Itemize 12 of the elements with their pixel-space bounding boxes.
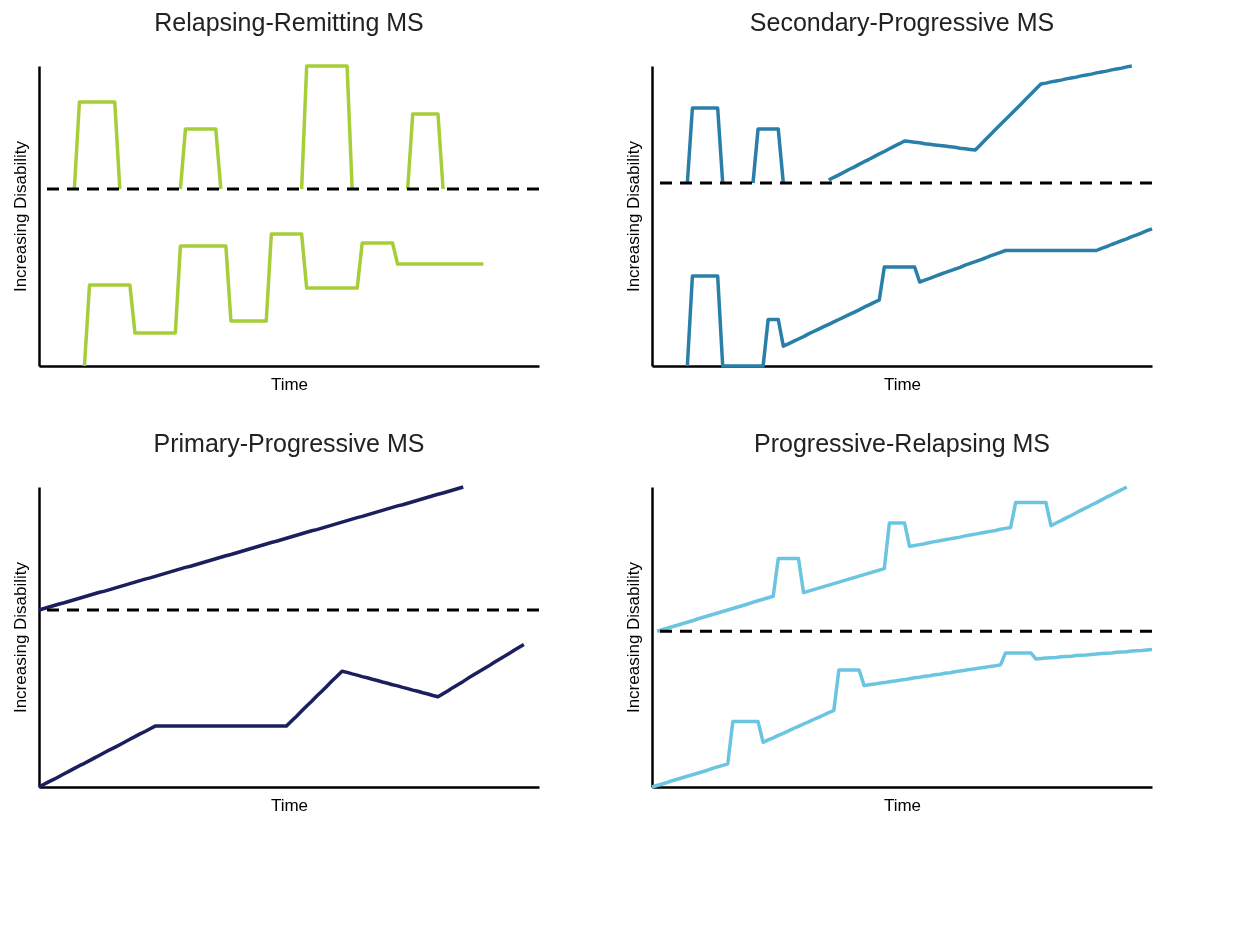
y-axis-title: Increasing Disability: [10, 561, 30, 714]
chart-title: Primary-Progressive MS: [153, 429, 425, 458]
x-axis-title: Time: [270, 374, 309, 394]
chart-title: Progressive-Relapsing MS: [754, 429, 1050, 458]
y-axis-title: Increasing Disability: [10, 140, 30, 293]
y-axis-title: Increasing Disability: [623, 561, 643, 714]
x-axis-title: Time: [883, 374, 922, 394]
chart-title: Secondary-Progressive MS: [749, 8, 1055, 37]
x-axis-title: Time: [883, 795, 922, 815]
y-axis-title: Increasing Disability: [623, 140, 643, 293]
chart-title: Relapsing-Remitting MS: [154, 8, 424, 37]
x-axis-title: Time: [270, 795, 309, 815]
